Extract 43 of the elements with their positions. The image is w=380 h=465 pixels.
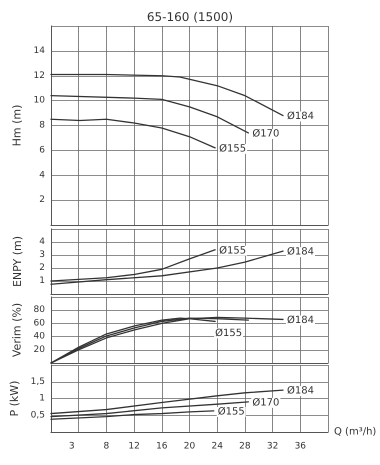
series-label: Ø184 (286, 314, 314, 326)
y-axis-title: Hm (m) (10, 104, 24, 146)
y-tick-label: 0,5 (30, 410, 45, 420)
x-tick-label: 12 (128, 442, 140, 452)
y-tick-label: 8 (39, 120, 46, 130)
y-tick-label: 4 (39, 170, 46, 180)
series-label: Ø155 (219, 245, 246, 256)
y-tick-label: 40 (34, 332, 46, 342)
series-label: Ø184 (286, 246, 314, 258)
y-tick-label: 14 (34, 46, 46, 56)
series-label: Ø155 (219, 143, 246, 154)
chart-title: 65-160 (1500) (146, 10, 234, 24)
x-tick-label: 16 (156, 442, 168, 452)
y-tick-label: 1 (39, 276, 45, 286)
y-tick-label: 60 (34, 318, 46, 328)
x-tick-label: 20 (184, 442, 196, 452)
y-axis-title: Verim (%) (10, 302, 24, 358)
x-tick-label: 3 (68, 442, 75, 452)
y-tick-label: 80 (34, 305, 46, 316)
x-tick-label: 8 (104, 442, 110, 452)
y-tick-label: 12 (34, 70, 45, 81)
series-label: Ø184 (286, 111, 314, 122)
y-axis-title: P (kW) (8, 380, 21, 416)
y-tick-label: 20 (34, 344, 46, 355)
y-tick-label: 1,5 (30, 376, 45, 387)
series-label: Ø184 (286, 386, 314, 397)
y-axis-title: ENPY (m) (11, 236, 24, 288)
x-tick-label: 32 (266, 442, 278, 452)
x-tick-label: 36 (294, 442, 306, 452)
y-tick-label: 2 (39, 263, 45, 273)
y-tick-label: 10 (34, 96, 46, 106)
y-tick-label: 2 (39, 195, 45, 206)
x-axis-title: Q (m³/h) (334, 426, 376, 438)
x-tick-label: 28 (239, 442, 251, 452)
series-label: Ø155 (218, 406, 245, 418)
y-tick-label: 6 (39, 145, 46, 156)
series-label: Ø155 (215, 328, 242, 339)
y-tick-label: 3 (39, 250, 45, 260)
y-tick-label: 1 (39, 394, 45, 404)
y-tick-label: 4 (39, 237, 46, 247)
x-tick-label: 24 (211, 442, 224, 452)
series-label: Ø170 (252, 397, 280, 408)
series-label: Ø170 (252, 128, 280, 140)
